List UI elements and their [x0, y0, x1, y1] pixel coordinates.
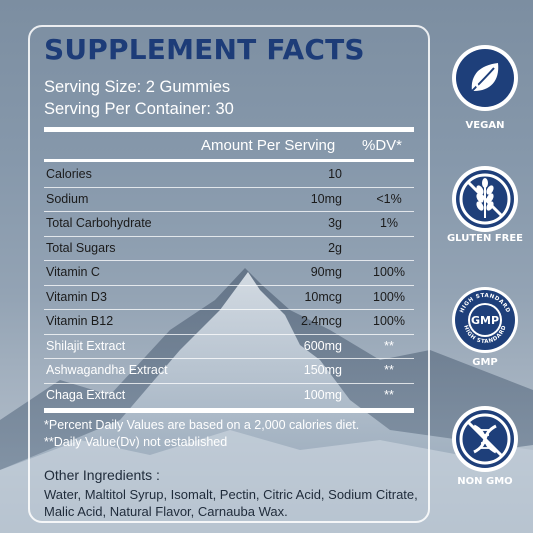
column-header-dv: %DV* — [362, 137, 403, 154]
table-row: Vitamin B12 2.4mcg 100% — [44, 310, 414, 334]
row-divider — [44, 358, 414, 359]
serving-size: Serving Size: 2 Gummies — [44, 78, 231, 96]
badge-label-vegan: VEGAN — [465, 120, 505, 131]
badge-label-gluten-free: GLUTEN FREE — [446, 233, 524, 244]
badge-label-gmp: GMP — [472, 357, 498, 368]
divider-header — [44, 159, 414, 162]
column-header-amount: Amount Per Serving — [201, 137, 336, 154]
table-row: Total Sugars 2g — [44, 237, 414, 261]
nutrient-name: Total Carbohydrate — [46, 216, 152, 230]
table-row: Vitamin D3 10mcg 100% — [44, 286, 414, 310]
other-ingredients-title: Other Ingredients : — [44, 467, 160, 483]
gmp-seal-icon: HIGH STANDARD HIGH STANDARD GMP — [452, 287, 518, 353]
dna-crossed-icon — [452, 406, 518, 472]
nutrient-dv: 100% — [373, 265, 405, 279]
nutrient-dv: ** — [384, 387, 394, 402]
supplement-facts-panel — [28, 25, 430, 523]
table-row: Ashwagandha Extract 150mg ** — [44, 359, 414, 383]
table-row: Shilajit Extract 600mg ** — [44, 335, 414, 359]
table-row: Calories 10 — [44, 163, 414, 187]
nutrient-amount: 10mcg — [304, 289, 342, 304]
nutrient-amount: 3g — [328, 216, 342, 230]
nutrient-dv: 100% — [373, 314, 405, 328]
nutrient-dv: 1% — [379, 216, 399, 230]
nutrient-dv: ** — [384, 363, 394, 377]
wheat-crossed-icon — [452, 166, 518, 232]
nutrient-name: Ashwagandha Extract — [46, 363, 168, 377]
nutrient-dv: ** — [384, 338, 394, 353]
nutrient-amount: 2g — [328, 240, 342, 255]
serving-per-container: Serving Per Container: 30 — [44, 100, 234, 118]
row-divider — [44, 333, 414, 335]
nutrient-amount: 10 — [328, 167, 342, 181]
nutrient-name: Shilajit Extract — [46, 338, 126, 353]
table-row: Chaga Extract 100mg ** — [44, 384, 414, 408]
nutrient-amount: 10mg — [310, 191, 342, 206]
table-row: Total Carbohydrate 3g 1% — [44, 212, 414, 236]
badge-label-non-gmo: NON GMO — [457, 476, 513, 487]
table-row: Sodium 10mg <1% — [44, 188, 414, 212]
row-divider — [44, 211, 414, 212]
nutrient-dv: 100% — [373, 289, 405, 304]
nutrient-dv: <1% — [376, 191, 402, 206]
row-divider — [44, 382, 414, 384]
nutrient-amount: 100mg — [303, 387, 342, 402]
page-title: SUPPLEMENT FACTS — [44, 33, 365, 66]
nutrient-amount: 90mg — [310, 265, 342, 279]
nutrient-name: Sodium — [46, 191, 89, 206]
nutrient-name: Vitamin C — [46, 265, 100, 279]
gmp-seal-text: GMP — [471, 314, 499, 327]
nutrient-name: Calories — [46, 167, 92, 181]
row-divider — [44, 284, 414, 286]
nutrient-amount: 150mg — [303, 363, 342, 377]
nutrient-name: Vitamin D3 — [46, 289, 107, 304]
nutrient-name: Total Sugars — [46, 240, 116, 255]
nutrient-amount: 2.4mcg — [301, 314, 342, 328]
table-row: Vitamin C 90mg 100% — [44, 261, 414, 285]
row-divider — [44, 186, 414, 188]
row-divider — [44, 309, 414, 310]
divider-thick — [44, 127, 414, 132]
row-divider — [44, 260, 414, 261]
leaf-icon — [452, 45, 518, 111]
other-ingredients-line-2: Malic Acid, Natural Flavor, Carnauba Wax… — [44, 504, 288, 519]
footnote-dv: *Percent Daily Values are based on a 2,0… — [44, 418, 360, 432]
divider-thick-bottom — [44, 408, 414, 413]
row-divider — [44, 235, 414, 237]
nutrient-name: Chaga Extract — [46, 387, 126, 402]
nutrient-amount: 600mg — [303, 338, 342, 353]
other-ingredients-line-1: Water, Maltitol Syrup, Isomalt, Pectin, … — [44, 487, 418, 502]
footnote-not-established: **Daily Value(Dv) not established — [44, 435, 228, 449]
nutrient-name: Vitamin B12 — [46, 314, 114, 328]
